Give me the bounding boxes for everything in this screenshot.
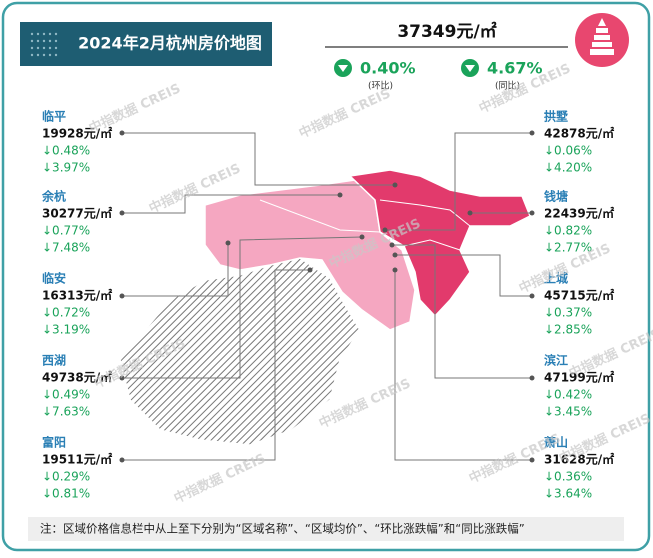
- district-name: 拱墅: [544, 109, 568, 124]
- boundary: [259, 199, 381, 233]
- leader-dot: [529, 375, 535, 381]
- district-price: 22439元/㎡: [544, 206, 614, 221]
- district-price: 47199元/㎡: [544, 370, 614, 385]
- district-yoy: ↓2.85%: [544, 323, 592, 337]
- down-arrow: [338, 65, 348, 72]
- leader-dot: [467, 210, 473, 216]
- district-mom: ↓0.49%: [42, 388, 90, 402]
- district-mom: ↓0.36%: [544, 470, 592, 484]
- district-name: 临安: [42, 271, 66, 286]
- leader-line: [122, 132, 395, 186]
- district-yoy: ↓7.63%: [42, 405, 90, 419]
- leader-dot: [392, 182, 398, 188]
- district-name: 钱塘: [544, 189, 568, 204]
- leader-dot: [119, 375, 125, 381]
- region-light: [204, 179, 416, 331]
- district-name: 西湖: [42, 353, 66, 368]
- district-price: 16313元/㎡: [42, 288, 112, 303]
- leader-dot: [119, 210, 125, 216]
- leader-dot: [382, 227, 388, 233]
- district-name: 余杭: [41, 189, 66, 204]
- logo: [575, 13, 629, 67]
- district-price: 19511元/㎡: [42, 452, 112, 467]
- district-name: 临平: [42, 109, 66, 124]
- leader-dot: [119, 293, 125, 299]
- leader-dot: [392, 267, 398, 273]
- district-name: 上城: [544, 271, 568, 286]
- leader-dot: [225, 240, 231, 246]
- leader-line: [392, 244, 532, 379]
- district-mom: ↓0.82%: [544, 224, 592, 238]
- down-arrow: [465, 65, 475, 72]
- note: 注：区域价格信息栏中从上至下分别为“区域名称”、“区域均价”、“环比涨跌幅”和“…: [40, 522, 525, 536]
- yoy-value: 4.67%: [487, 59, 543, 78]
- map: [119, 169, 531, 446]
- title: 2024年2月杭州房价地图: [78, 34, 262, 53]
- district-mom: ↓0.06%: [544, 144, 592, 158]
- leader-line: [394, 270, 532, 461]
- leader-dot: [119, 130, 125, 136]
- leader-line: [122, 236, 363, 379]
- district-yoy: ↓4.20%: [544, 161, 592, 175]
- leader-dot: [337, 192, 343, 198]
- boundary: [403, 239, 461, 251]
- leader-dot: [529, 210, 535, 216]
- leader-dot: [529, 457, 535, 463]
- district-mom: ↓0.77%: [42, 224, 90, 238]
- leader-line: [395, 254, 532, 297]
- leader-dot: [119, 457, 125, 463]
- mom-label: (环比): [368, 80, 393, 92]
- leader-line: [122, 243, 229, 297]
- district-yoy: ↓0.81%: [42, 487, 90, 501]
- district-mom: ↓0.72%: [42, 306, 90, 320]
- leader-line: [122, 269, 310, 461]
- district-mom: ↓0.37%: [544, 306, 592, 320]
- leader-line: [385, 132, 532, 231]
- district-price: 45715元/㎡: [544, 288, 614, 303]
- district-yoy: ↓3.19%: [42, 323, 90, 337]
- district-yoy: ↓3.97%: [42, 161, 90, 175]
- boundary: [379, 199, 471, 227]
- banner-dots: [30, 32, 58, 57]
- leader-dot: [307, 267, 313, 273]
- leader-dot: [529, 293, 535, 299]
- district-price: 19928元/㎡: [42, 126, 112, 141]
- leader-dot: [359, 234, 365, 240]
- district-yoy: ↓7.48%: [42, 241, 90, 255]
- district-mom: ↓0.42%: [544, 388, 592, 402]
- yoy-label: (同比): [495, 80, 520, 92]
- overall-price: 37349元/㎡: [397, 21, 496, 42]
- leader-dot: [392, 252, 398, 258]
- title-banner: [20, 22, 272, 66]
- district-price: 30277元/㎡: [42, 206, 112, 221]
- note-bar: [28, 517, 624, 541]
- leader-dot: [389, 242, 395, 248]
- leader-line: [122, 194, 340, 214]
- district-yoy: ↓3.64%: [544, 487, 592, 501]
- district-yoy: ↓2.77%: [544, 241, 592, 255]
- district-name: 滨江: [544, 353, 568, 368]
- district-price: 42878元/㎡: [544, 126, 614, 141]
- district-yoy: ↓3.45%: [544, 405, 592, 419]
- district-name: 萧山: [544, 435, 568, 450]
- district-price: 49738元/㎡: [42, 370, 112, 385]
- leader-dot: [529, 130, 535, 136]
- mom-value: 0.40%: [360, 59, 416, 78]
- district-mom: ↓0.48%: [42, 144, 90, 158]
- district-price: 31628元/㎡: [544, 452, 614, 467]
- district-mom: ↓0.29%: [42, 470, 90, 484]
- district-name: 富阳: [42, 435, 66, 450]
